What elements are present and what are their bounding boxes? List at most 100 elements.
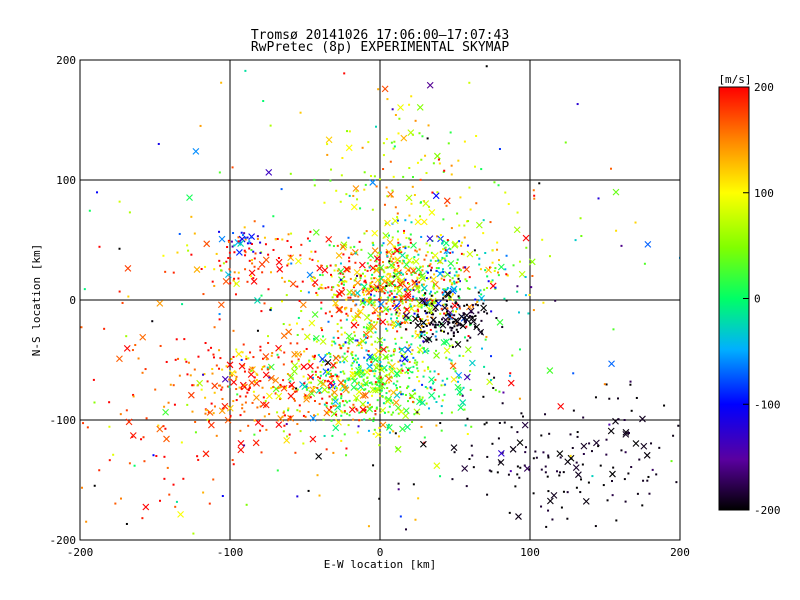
- data-point: [296, 423, 299, 426]
- data-point: [215, 252, 218, 255]
- data-point-x: [387, 190, 395, 198]
- data-point: [302, 375, 305, 378]
- data-point: [505, 254, 508, 257]
- data-point: [336, 323, 339, 326]
- data-point: [342, 370, 345, 373]
- data-point: [396, 309, 399, 312]
- data-point: [423, 436, 426, 439]
- data-point: [328, 386, 331, 389]
- data-point: [299, 111, 302, 114]
- data-point: [108, 401, 111, 404]
- data-point: [435, 235, 438, 238]
- data-point: [411, 371, 414, 374]
- data-point: [207, 420, 210, 423]
- data-point: [419, 344, 422, 347]
- data-point: [325, 405, 328, 408]
- data-point-x: [239, 381, 247, 389]
- data-point: [496, 248, 499, 251]
- data-point: [464, 319, 467, 322]
- data-point: [343, 411, 346, 414]
- data-point: [462, 266, 465, 269]
- data-point: [368, 417, 371, 420]
- data-point: [313, 386, 316, 389]
- data-point: [390, 266, 393, 269]
- data-point: [382, 142, 385, 145]
- data-point: [459, 324, 462, 327]
- data-point: [345, 193, 348, 196]
- data-point: [370, 293, 373, 296]
- data-point: [281, 276, 284, 279]
- data-point: [353, 293, 356, 296]
- data-point: [302, 414, 305, 417]
- data-point: [315, 291, 318, 294]
- data-point: [217, 384, 220, 387]
- data-point: [259, 380, 262, 383]
- data-point: [356, 371, 359, 374]
- data-point: [468, 314, 471, 317]
- data-point: [270, 271, 273, 274]
- data-point: [332, 286, 335, 289]
- data-point: [259, 429, 262, 432]
- data-point: [493, 269, 496, 272]
- data-point: [191, 410, 194, 413]
- data-point: [442, 288, 445, 291]
- data-point: [276, 353, 279, 356]
- data-point: [442, 271, 445, 274]
- data-point: [453, 280, 456, 283]
- data-point: [357, 344, 360, 347]
- data-point-x: [272, 385, 280, 393]
- data-point-x: [451, 302, 459, 310]
- data-point: [416, 375, 419, 378]
- data-point: [399, 243, 402, 246]
- data-point: [582, 416, 585, 419]
- y-axis-label: N-S location [km]: [30, 244, 43, 357]
- data-point: [369, 296, 372, 299]
- data-point: [326, 353, 329, 356]
- data-point: [377, 380, 380, 383]
- data-point: [432, 162, 435, 165]
- data-point: [265, 428, 268, 431]
- data-point: [310, 250, 313, 253]
- data-point-x: [206, 409, 214, 416]
- data-point: [400, 364, 403, 367]
- data-point: [418, 248, 421, 251]
- data-point: [257, 267, 260, 270]
- data-point: [474, 286, 477, 289]
- data-point: [558, 471, 561, 474]
- data-point: [532, 189, 535, 192]
- data-point: [372, 417, 375, 420]
- data-point-x: [350, 384, 358, 391]
- data-point: [118, 200, 121, 203]
- data-point: [324, 354, 327, 357]
- data-point-x: [393, 266, 400, 274]
- data-point: [502, 391, 505, 394]
- data-point: [359, 369, 362, 372]
- data-point: [411, 389, 414, 392]
- data-point: [378, 375, 381, 378]
- data-point-x: [593, 439, 600, 447]
- data-point: [345, 243, 348, 246]
- data-point: [395, 317, 398, 320]
- data-point: [544, 471, 547, 474]
- data-point: [308, 360, 311, 363]
- data-point: [468, 81, 471, 84]
- data-point-x: [394, 404, 402, 412]
- data-point: [175, 338, 178, 341]
- data-point: [374, 383, 377, 386]
- data-point: [461, 394, 464, 397]
- data-point: [547, 456, 550, 459]
- data-point: [418, 336, 421, 339]
- data-point: [339, 278, 342, 281]
- data-point: [239, 414, 242, 417]
- data-point: [431, 323, 434, 326]
- data-point: [367, 429, 370, 432]
- data-point: [575, 486, 578, 489]
- data-point-x: [342, 386, 350, 394]
- data-point: [207, 411, 210, 414]
- data-point: [407, 316, 410, 319]
- data-point: [376, 317, 379, 320]
- data-point: [482, 302, 485, 305]
- data-point: [394, 285, 397, 288]
- data-point: [297, 316, 300, 319]
- data-point-x: [375, 347, 382, 355]
